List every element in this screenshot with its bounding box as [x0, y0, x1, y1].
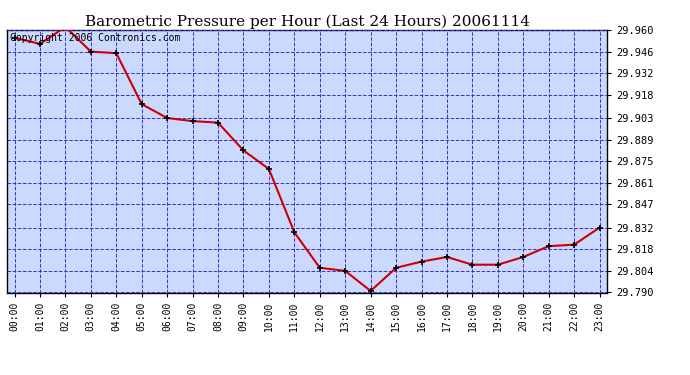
Title: Barometric Pressure per Hour (Last 24 Hours) 20061114: Barometric Pressure per Hour (Last 24 Ho…: [85, 15, 529, 29]
Text: Copyright 2006 Contronics.com: Copyright 2006 Contronics.com: [10, 33, 180, 43]
